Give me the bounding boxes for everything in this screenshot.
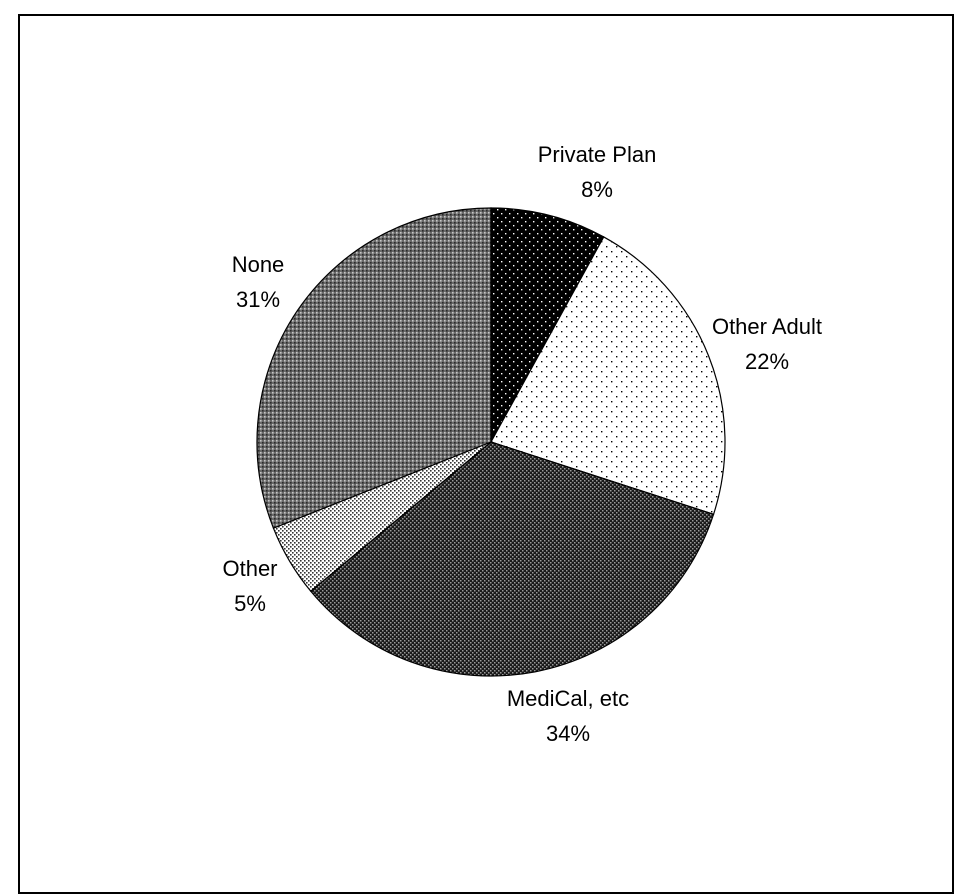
slice-value-label: 8% <box>581 177 613 202</box>
slice-value-label: 22% <box>745 349 789 374</box>
slice-label: None <box>232 252 285 277</box>
pie-slice-private-plan <box>490 207 605 443</box>
pie-slice-none <box>256 207 492 529</box>
pie-slice-medical-etc <box>309 441 715 677</box>
slice-value-label: 34% <box>546 721 590 746</box>
slice-label: MediCal, etc <box>507 686 629 711</box>
slice-label: Private Plan <box>538 142 657 167</box>
slice-label: Other <box>222 556 277 581</box>
slice-label: Other Adult <box>712 314 822 339</box>
pie-chart: Private Plan 8% Other Adult 22% MediCal, etc… <box>222 142 822 746</box>
pie-slices <box>256 207 726 677</box>
slice-labels: Private Plan 8% Other Adult 22% MediCal, etc… <box>222 142 822 746</box>
slice-value-label: 31% <box>236 287 280 312</box>
pie-slice-other-adult <box>490 236 726 516</box>
slice-value-label: 5% <box>234 591 266 616</box>
